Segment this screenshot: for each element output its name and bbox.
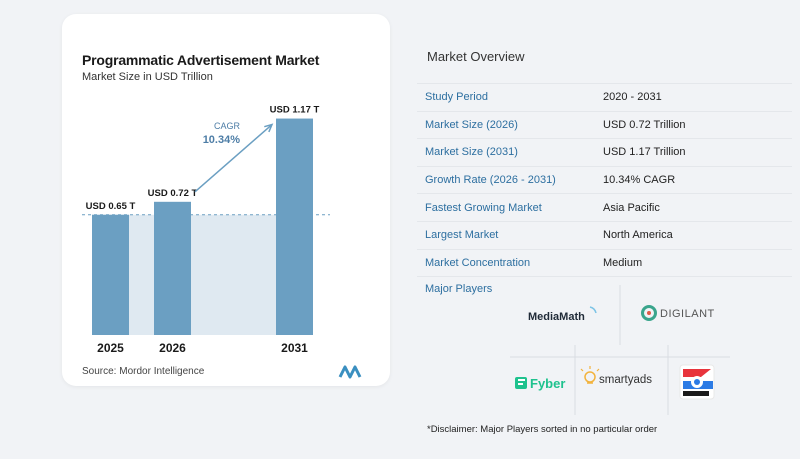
overview-row: Market Concentration Medium (417, 250, 792, 278)
overview-value: Medium (603, 256, 643, 269)
overview-value: North America (603, 229, 673, 242)
overview-label: Study Period (425, 91, 488, 104)
bar-chart: USD 0.65 T 2025 USD 0.72 T 2026 USD 1.17 T 20… (82, 105, 330, 355)
bar-2031 (276, 118, 313, 335)
bar-value-label: USD 1.17 T (270, 105, 320, 116)
bulb-icon (584, 371, 596, 383)
bar-2026 (154, 201, 191, 335)
overview-value: USD 0.72 Trillion (603, 118, 686, 131)
x-tick-label: 2026 (159, 341, 186, 355)
player-name: smartyads (599, 374, 652, 386)
market-overview-panel: Market Overview Study Period 2020 - 2031… (415, 0, 795, 459)
overview-value: Asia Pacific (603, 201, 660, 214)
overview-label: Fastest Growing Market (425, 201, 542, 214)
overview-value: 2020 - 2031 (603, 91, 662, 104)
unknown-player-logo (679, 364, 715, 400)
mordor-logo-icon (338, 365, 362, 379)
overview-title: Market Overview (427, 49, 525, 64)
bar-2025 (92, 214, 129, 335)
overview-label: Largest Market (425, 229, 499, 242)
source-label: Source: Mordor Intelligence (82, 366, 205, 377)
disclaimer-note: *Disclaimer: Major Players sorted in no … (427, 424, 658, 435)
overview-value: USD 1.17 Trillion (603, 146, 686, 159)
digilant-ring-icon (641, 305, 657, 321)
overview-row: Largest Market North America (417, 222, 792, 250)
overview-row: Fastest Growing Market Asia Pacific (417, 194, 792, 222)
player-name: DIGILANT (660, 308, 715, 320)
bar-value-label: USD 0.72 T (148, 188, 198, 199)
overview-label: Market Size (2031) (425, 146, 518, 159)
overview-label: Market Size (2026) (425, 118, 518, 131)
overview-row: Growth Rate (2026 - 2031) 10.34% CAGR (417, 167, 792, 195)
fyber-logo: Fyber (515, 376, 565, 391)
cagr-label: CAGR (214, 121, 241, 131)
overview-row: Market Size (2026) USD 0.72 Trillion (417, 112, 792, 140)
chart-subtitle: Market Size in USD Trillion (82, 71, 213, 83)
overview-row: Study Period 2020 - 2031 (417, 83, 792, 112)
overview-label: Growth Rate (2026 - 2031) (425, 174, 556, 187)
chart-card: USD 0.65 T 2025 USD 0.72 T 2026 USD 1.17 T 20… (62, 14, 390, 386)
mediamath-arc-icon (589, 306, 597, 314)
digilant-logo: DIGILANT (641, 305, 715, 321)
x-tick-label: 2025 (97, 341, 124, 355)
mediamath-logo: MediaMath (528, 306, 597, 323)
overview-value: 10.34% CAGR (603, 174, 676, 187)
player-name: MediaMath (528, 311, 585, 323)
x-tick-label: 2031 (281, 341, 308, 355)
player-name: Fyber (530, 376, 565, 391)
major-players-title: Major Players (425, 283, 493, 295)
overview-table: Study Period 2020 - 2031 Market Size (20… (417, 83, 792, 278)
bar-value-label: USD 0.65 T (86, 201, 136, 212)
chart-title: Programmatic Advertisement Market (82, 52, 320, 68)
overview-label: Market Concentration (425, 256, 531, 269)
cagr-arrow-head (264, 123, 274, 133)
smartyads-logo: smartyads (580, 366, 652, 386)
overview-row: Market Size (2031) USD 1.17 Trillion (417, 139, 792, 167)
cagr-value: 10.34% (203, 134, 241, 146)
major-players-grid: MediaMath DIGILANT Fyber smartyads (510, 285, 730, 415)
cagr-arrow (194, 123, 273, 193)
